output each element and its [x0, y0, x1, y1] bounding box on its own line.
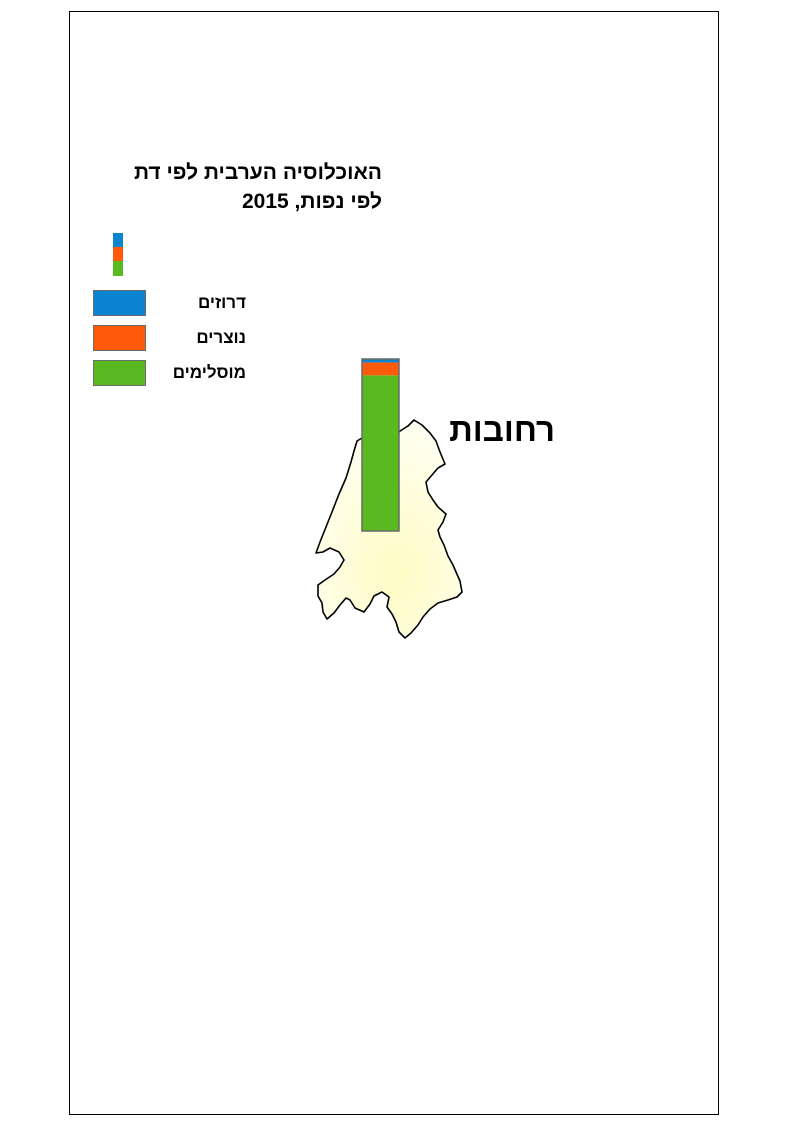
legend-swatch-muslim [93, 360, 146, 386]
map-title-line-2: לפי נפות, 2015 [242, 190, 382, 213]
legend-mini-bar-druze [113, 233, 123, 247]
map-title: האוכלוסיה הערבית לפי דת לפי נפות, 2015 [92, 158, 382, 216]
rehovot-stacked-bar [361, 358, 400, 532]
legend-swatch-christian [93, 325, 146, 351]
bar-segment-christian [362, 362, 399, 376]
map-frame [69, 11, 719, 1115]
map-title-line-1: האוכלוסיה הערבית לפי דת [133, 161, 382, 184]
legend-label-christian: נוצרים [196, 328, 246, 347]
bar-segment-druze [362, 359, 399, 363]
legend-swatch-druze [93, 290, 146, 316]
bar-segment-muslim [362, 375, 399, 531]
legend-mini-bar-muslim [113, 261, 123, 276]
legend-mini-bar-christian [113, 247, 123, 261]
bar-outline [361, 358, 400, 532]
legend-label-druze: דרוזים [197, 293, 246, 312]
city-label-rehovot: רחובות [449, 411, 555, 448]
legend-label-muslim: מוסלימים [172, 363, 246, 382]
